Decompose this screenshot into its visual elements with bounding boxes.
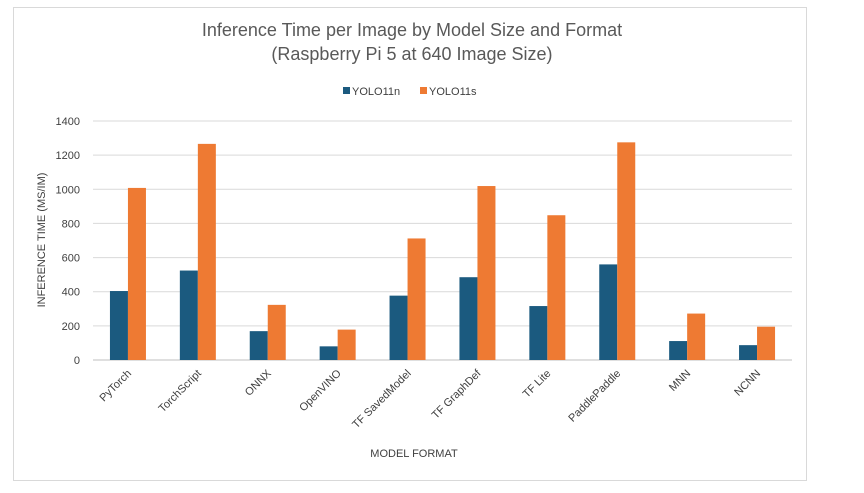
x-tick-label: NCNN (732, 368, 763, 399)
x-axis-title: MODEL FORMAT (370, 448, 458, 460)
y-tick-label: 1200 (56, 150, 80, 162)
chart-subtitle: (Raspberry Pi 5 at 640 Image Size) (271, 44, 552, 64)
y-tick-labels: 0 200 400 600 800 1000 1200 1400 (56, 116, 80, 367)
bar-yolo11s-onnx (267, 304, 286, 360)
x-tick-label: TorchScript (157, 368, 204, 415)
y-axis-title: INFERENCE TIME (MS/IM) (36, 173, 48, 308)
bar-yolo11n-paddlepaddle (599, 264, 618, 360)
bar-yolo11n-torchscript (179, 270, 198, 360)
legend-label-yolo11n: YOLO11n (352, 86, 400, 98)
x-tick-labels: PyTorch TorchScript ONNX OpenVINO TF SavedMo… (97, 367, 763, 431)
x-tick-label: TF Lite (521, 368, 554, 401)
y-tick-label: 1400 (56, 116, 80, 128)
bar-yolo11s-torchscript (197, 143, 216, 360)
x-tick-label: ONNX (243, 367, 274, 398)
legend-label-yolo11s: YOLO11s (429, 86, 477, 98)
bar-yolo11s-mnn (687, 313, 706, 360)
legend: YOLO11n YOLO11s (343, 86, 477, 98)
chart-title: Inference Time per Image by Model Size a… (202, 20, 622, 40)
bar-yolo11s-openvino (337, 329, 356, 360)
bar-yolo11n-tf-savedmodel (389, 295, 408, 360)
bar-yolo11n-onnx (249, 331, 268, 360)
bar-yolo11s-pytorch (127, 187, 146, 360)
bar-yolo11n-tf-graphdef (459, 277, 478, 360)
legend-swatch-yolo11n (343, 87, 350, 94)
y-tick-label: 0 (74, 355, 80, 367)
x-tick-label: TF GraphDef (430, 367, 485, 422)
bar-yolo11n-pytorch (109, 291, 128, 360)
y-tick-label: 400 (62, 287, 80, 299)
bar-yolo11n-openvino (319, 346, 338, 360)
y-tick-label: 600 (62, 253, 80, 265)
bar-yolo11s-tf-lite (547, 215, 566, 360)
x-tick-label: MNN (667, 368, 693, 394)
y-tick-label: 1000 (56, 184, 80, 196)
x-tick-label: PaddlePaddle (566, 368, 623, 425)
x-tick-label: TF SavedModel (350, 368, 413, 431)
x-tick-label: OpenVINO (297, 367, 344, 414)
bar-yolo11s-tf-savedmodel (407, 238, 426, 360)
y-tick-label: 800 (62, 218, 80, 230)
legend-swatch-yolo11s (420, 87, 427, 94)
bar-yolo11s-paddlepaddle (617, 142, 636, 360)
bar-yolo11s-ncnn (757, 326, 776, 360)
x-tick-label: PyTorch (97, 368, 134, 405)
bar-yolo11n-ncnn (739, 345, 758, 360)
bar-yolo11n-mnn (669, 341, 688, 360)
bar-yolo11s-tf-graphdef (477, 186, 496, 360)
bar-yolo11n-tf-lite (529, 306, 548, 360)
y-tick-label: 200 (62, 321, 80, 333)
bars (109, 142, 776, 360)
